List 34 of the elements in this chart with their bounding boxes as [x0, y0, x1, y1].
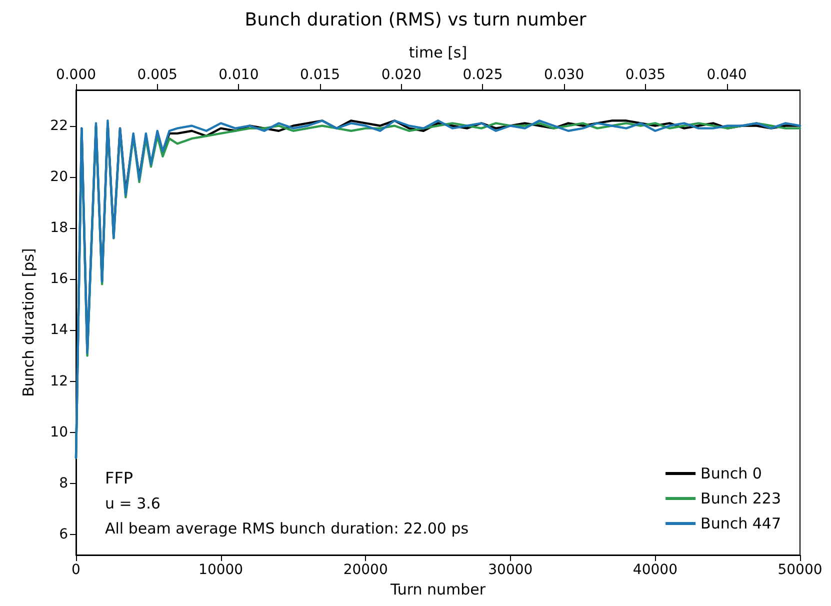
x-tick-label: 30000 — [488, 562, 533, 578]
x2-tick-label: 0.015 — [300, 67, 340, 83]
y-tick-label: 22 — [50, 118, 68, 134]
y-tick-label: 20 — [50, 168, 68, 185]
y-tick-label: 8 — [59, 475, 68, 492]
x2-axis-title: time [s] — [408, 44, 468, 62]
x2-tick-label: 0.020 — [381, 67, 422, 83]
x2-tick-label: 0.030 — [544, 67, 584, 83]
x2-tick-label: 0.035 — [625, 67, 666, 83]
x-tick-label: 0 — [72, 562, 80, 578]
y-tick-label: 10 — [50, 424, 68, 440]
x2-tick-label: 0.040 — [706, 67, 747, 83]
annotation: All beam average RMS bunch duration: 22.00 ps — [105, 520, 469, 538]
y-tick-label: 18 — [50, 220, 68, 236]
x-tick-label: 20000 — [343, 562, 388, 578]
x-tick-label: 50000 — [778, 562, 822, 578]
annotation: FFP — [105, 468, 134, 488]
x-tick-label: 40000 — [632, 562, 678, 578]
y-tick-label: 14 — [50, 322, 68, 338]
x2-tick-label: 0.005 — [137, 67, 178, 83]
y-tick-label: 16 — [50, 271, 68, 288]
x2-tick-label: 0.000 — [56, 67, 96, 83]
y-tick-label: 12 — [50, 373, 68, 390]
chart-title: Bunch duration (RMS) vs turn number — [244, 10, 587, 30]
legend-label: Bunch 447 — [700, 514, 782, 532]
x2-tick-label: 0.010 — [218, 67, 259, 83]
y-axis-title: Bunch duration [ps] — [20, 248, 38, 397]
legend-label: Bunch 0 — [700, 464, 762, 482]
annotation: u = 3.6 — [105, 494, 160, 512]
x2-tick-label: 0.025 — [462, 67, 503, 83]
x-axis-title: Turn number — [389, 580, 486, 598]
y-tick-label: 6 — [59, 526, 68, 543]
x-tick-label: 10000 — [198, 562, 244, 578]
legend-label: Bunch 223 — [700, 490, 782, 508]
